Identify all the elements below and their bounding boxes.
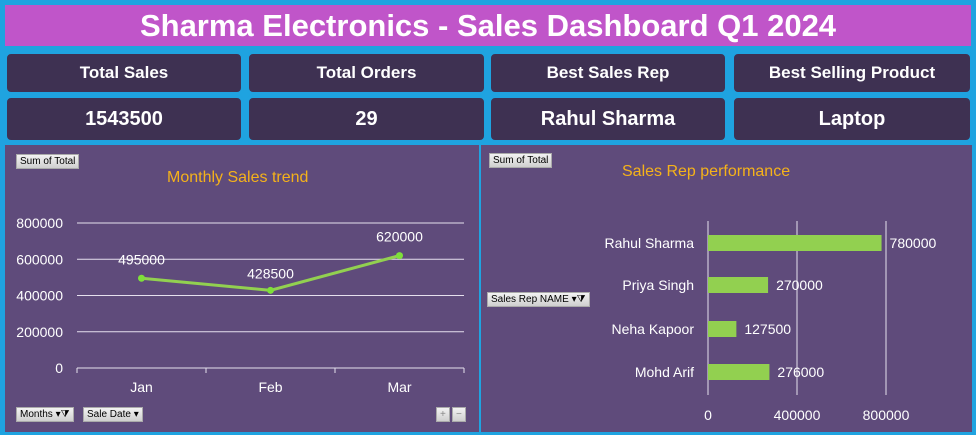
sum-of-total-button[interactable]: Sum of Total [489,153,553,168]
dashboard-title: Sharma Electronics - Sales Dashboard Q1 … [3,3,973,48]
dropdown-icon: ▾ [133,409,139,420]
chart-title: Monthly Sales trend [167,169,309,186]
data-label: 780000 [890,235,937,251]
sale-date-filter-button[interactable]: Sale Date ▾ [83,407,143,422]
y-tick-label: 0 [55,360,63,376]
months-label: Months [20,409,53,420]
category-label: Mohd Arif [635,364,694,380]
bar [708,277,769,293]
sales-rep-filter-button[interactable]: Sales Rep NAME ▾⧩ [487,292,590,307]
bar [708,321,737,337]
kpi-total-sales-label: Total Sales [4,51,244,95]
kpi-best-product-value: Laptop [731,95,973,143]
data-point [138,274,145,282]
kpi-total-orders-value: 29 [246,95,487,143]
chart-title: Sales Rep performance [622,163,791,180]
expand-button[interactable]: + [436,407,450,422]
data-point [267,286,274,294]
kpi-total-orders-label: Total Orders [246,51,487,95]
bar [708,235,882,251]
data-label: 127500 [744,321,791,337]
data-label: 270000 [776,277,823,293]
bar [708,364,770,380]
kpi-best-product-label: Best Selling Product [731,51,973,95]
kpi-best-rep-label: Best Sales Rep [488,51,728,95]
data-label: 495000 [118,251,165,267]
collapse-button[interactable]: − [452,407,466,422]
months-filter-button[interactable]: Months ▾⧩ [16,407,74,422]
x-tick-label: 0 [704,407,712,423]
y-tick-label: 600000 [16,251,63,267]
x-tick-label: 800000 [863,407,910,423]
x-tick-label: Jan [130,379,153,395]
data-point [396,252,403,260]
sale-date-label: Sale Date [87,409,131,420]
sum-of-total-button[interactable]: Sum of Total [16,154,80,169]
category-label: Neha Kapoor [611,321,694,337]
y-tick-label: 800000 [16,215,63,231]
data-label: 428500 [247,265,294,281]
y-tick-label: 200000 [16,324,63,340]
sales-rep-label: Sales Rep NAME [491,294,569,305]
filter-icon: ▾⧩ [55,409,70,420]
category-label: Rahul Sharma [605,235,695,251]
x-tick-label: 400000 [774,407,821,423]
y-tick-label: 400000 [16,288,63,304]
data-label: 620000 [376,229,423,245]
category-label: Priya Singh [622,277,694,293]
filter-icon: ▾⧩ [571,294,586,305]
kpi-total-sales-value: 1543500 [4,95,244,143]
x-tick-label: Mar [387,379,411,395]
kpi-best-rep-value: Rahul Sharma [488,95,728,143]
data-label: 276000 [777,364,824,380]
x-tick-label: Feb [258,379,282,395]
